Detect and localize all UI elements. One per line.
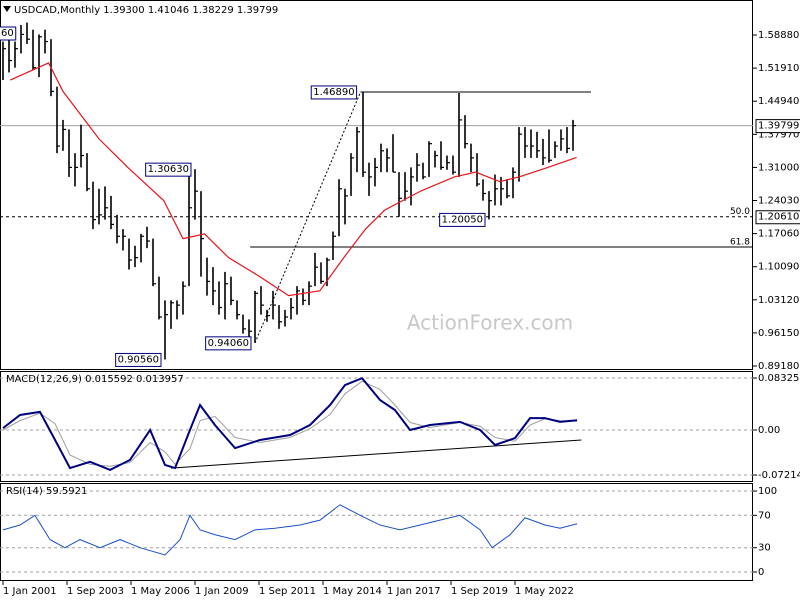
label-box bbox=[439, 212, 486, 227]
panel-title: RSI(14) 59.5921 bbox=[6, 486, 87, 497]
y-tick-label: -0.072148 bbox=[758, 470, 800, 481]
y-tick-label: 1.17060 bbox=[758, 229, 799, 240]
y-tick-label: 0.083255 bbox=[758, 373, 800, 384]
y-tick-label: 0.00 bbox=[758, 425, 780, 436]
y-tick-label: 1.37970 bbox=[758, 129, 799, 140]
x-tick-label: 1 Sep 2011 bbox=[259, 586, 316, 597]
price-label: 1.30630 bbox=[148, 164, 189, 175]
y-tick-label: 1.58880 bbox=[758, 30, 799, 41]
x-tick-label: 1 May 2006 bbox=[131, 586, 190, 597]
y-tick-label: 1.10090 bbox=[758, 262, 799, 273]
label-box bbox=[755, 119, 800, 134]
x-tick-label: 1 Jan 2009 bbox=[195, 586, 249, 597]
moving-average bbox=[9, 62, 577, 297]
y-tick-label: 1.51910 bbox=[758, 63, 799, 74]
label-box bbox=[205, 336, 252, 351]
y-tick-label: 1.03120 bbox=[758, 295, 799, 306]
cut-label: 60 bbox=[1, 28, 14, 39]
level-tag: 1.20610 bbox=[758, 212, 799, 223]
price-label: 1.46890 bbox=[313, 87, 354, 98]
y-tick-label: 70 bbox=[758, 510, 771, 521]
y-tick-label: 0.89180 bbox=[758, 361, 799, 372]
panel-title: USDCAD,Monthly 1.39300 1.41046 1.38229 1… bbox=[14, 5, 278, 16]
last-price-label: 1.39799 bbox=[758, 121, 799, 132]
label-box bbox=[755, 210, 800, 225]
watermark: ActionForex.com bbox=[407, 311, 573, 335]
x-tick-label: 1 May 2014 bbox=[323, 586, 382, 597]
level-label: 50.0 bbox=[730, 207, 750, 217]
price-label: 1.20050 bbox=[442, 214, 483, 225]
y-tick-label: 100 bbox=[758, 486, 777, 497]
label-box bbox=[145, 162, 192, 177]
price-label: 0.94060 bbox=[208, 338, 249, 349]
y-tick-label: 0.96150 bbox=[758, 328, 799, 339]
menu-icon bbox=[3, 6, 11, 12]
y-tick-label: 30 bbox=[758, 543, 771, 554]
rsi-panel bbox=[0, 483, 753, 581]
trend-line bbox=[170, 439, 582, 469]
level-label: 61.8 bbox=[730, 237, 750, 247]
y-tick-label: 1.24030 bbox=[758, 196, 799, 207]
x-tick-label: 1 Jan 2017 bbox=[387, 586, 441, 597]
x-tick-label: 1 May 2022 bbox=[515, 586, 574, 597]
macd-line bbox=[2, 376, 578, 472]
rsi-line bbox=[2, 504, 578, 556]
label-box bbox=[310, 85, 358, 100]
y-tick-label: 1.31000 bbox=[758, 162, 799, 173]
label-box bbox=[0, 26, 17, 41]
price-label: 0.90560 bbox=[118, 354, 159, 365]
y-tick-label: 1.44940 bbox=[758, 96, 799, 107]
panel-title: MACD(12,26,9) 0.015592 0.013957 bbox=[6, 374, 184, 385]
x-tick-label: 1 Jan 2001 bbox=[3, 586, 57, 597]
label-box bbox=[115, 352, 162, 367]
y-tick-label: 0 bbox=[758, 567, 764, 578]
price-panel bbox=[0, 0, 753, 370]
x-tick-label: 1 Sep 2019 bbox=[451, 586, 508, 597]
x-tick-label: 1 Sep 2003 bbox=[67, 586, 124, 597]
